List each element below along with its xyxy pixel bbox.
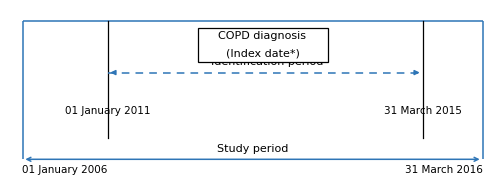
Text: Identification period: Identification period — [212, 57, 324, 67]
Text: 01 January 2011: 01 January 2011 — [65, 106, 150, 116]
Text: 01 January 2006: 01 January 2006 — [22, 165, 108, 175]
Bar — [198, 28, 328, 62]
Text: 31 March 2015: 31 March 2015 — [384, 106, 462, 116]
Text: 31 March 2016: 31 March 2016 — [404, 165, 482, 175]
Text: Study period: Study period — [217, 144, 288, 154]
Text: COPD diagnosis: COPD diagnosis — [218, 31, 306, 41]
Text: (Index date*): (Index date*) — [226, 49, 300, 59]
